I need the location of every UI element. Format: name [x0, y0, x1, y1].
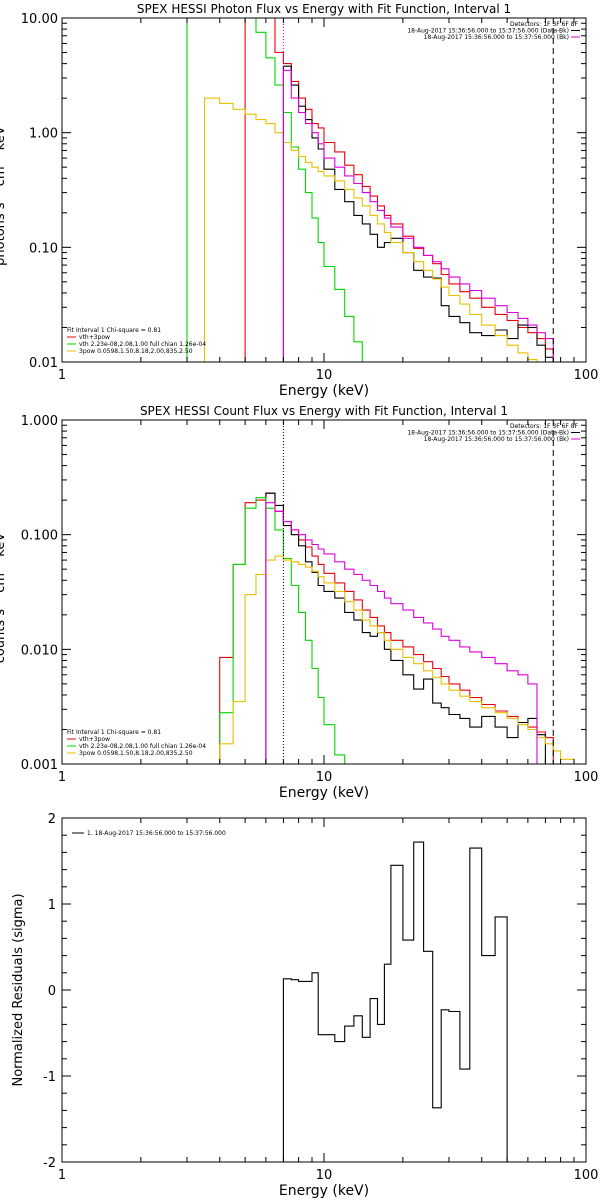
x-tick-label: 1	[58, 1168, 66, 1183]
legend-entry: 18-Aug-2017 15:36:56.000 to 15:37:56.000…	[424, 34, 569, 41]
x-axis-label: Energy (keV)	[279, 785, 369, 801]
legend-entry: Fit Interval 1 Chi-square = 0.81	[67, 729, 161, 736]
y-tick-label: 1.00	[29, 127, 58, 142]
y-tick-label: 0.100	[21, 529, 58, 544]
x-tick-label: 10	[316, 1168, 333, 1183]
legend-entry: vth 2.23e-08,2.08,1.00 full chian 1.26e-…	[79, 341, 206, 348]
series-data-bk	[282, 65, 554, 362]
x-tick-label: 1	[58, 770, 66, 785]
series-group	[282, 841, 508, 1162]
chart-title: SPEX HESSI Count Flux vs Energy with Fit…	[140, 404, 508, 418]
y-axis-label: counts s⁻¹ cm⁻² keV⁻¹	[0, 521, 8, 664]
chart-panel-3: 1 10 100 Energy (keV) -2 -1 0 1 2 Normalized Resi…	[11, 812, 598, 1199]
legend-top: 1. 18-Aug-2017 15:36:56.000 to 15:37:56.…	[72, 830, 226, 837]
x-tick-label: 100	[574, 1168, 599, 1183]
y-axis-label: photons s⁻¹ cm⁻² keV⁻¹	[0, 114, 8, 266]
y-axis: 0.001 0.010 0.100 1.000 counts s⁻¹ cm⁻² keV⁻…	[0, 414, 586, 773]
legend-entry: vth+3pow	[79, 736, 110, 743]
chart-panel-2: SPEX HESSI Count Flux vs Energy with Fit…	[0, 404, 598, 801]
y-axis: -2 -1 0 1 2 Normalized Residuals (sigma)	[11, 812, 586, 1171]
legend-entry: 18-Aug-2017 15:36:56.000 to 15:37:56.000…	[424, 436, 569, 443]
legend-entry: 3pow 0.0598,1.50,8.18,2.00,835,2.50	[79, 348, 193, 355]
x-tick-label: 10	[316, 368, 333, 383]
chart-panel-1: SPEX HESSI Photon Flux vs Energy with Fi…	[0, 2, 598, 399]
x-axis-label: Energy (keV)	[279, 1183, 369, 1199]
y-tick-label: 0.01	[29, 356, 58, 371]
x-axis-label: Energy (keV)	[279, 383, 369, 399]
y-tick-label: 1.000	[21, 414, 58, 429]
x-tick-label: 1	[58, 368, 66, 383]
legend-entry: Fit Interval 1 Chi-square = 0.81	[67, 327, 161, 334]
series-vth-3pow	[219, 492, 554, 764]
series-bk	[282, 69, 554, 362]
legend-entry: Detectors: 1F 3F 6F 8F	[510, 423, 579, 430]
series-3pow	[203, 97, 562, 362]
y-tick-label: -1	[43, 1070, 56, 1085]
chart-title: SPEX HESSI Photon Flux vs Energy with Fi…	[137, 2, 511, 16]
series-bk	[265, 502, 538, 764]
x-axis: 1 10 100 Energy (keV)	[58, 18, 599, 399]
legend-entry: vth+3pow	[79, 334, 110, 341]
y-tick-label: 10.00	[21, 12, 58, 27]
y-tick-label: 0.010	[21, 643, 58, 658]
y-tick-label: -2	[43, 1156, 56, 1171]
y-tick-label: 0.10	[29, 241, 58, 256]
x-axis: 1 10 100 Energy (keV)	[58, 420, 599, 801]
legend-bottom: Fit Interval 1 Chi-square = 0.81vth+3pow…	[67, 729, 206, 757]
series-group	[219, 492, 586, 764]
x-axis: 1 10 100 Energy (keV)	[58, 818, 599, 1199]
y-tick-label: 0.001	[21, 758, 58, 773]
series-data-bk	[265, 492, 546, 764]
x-tick-label: 10	[316, 770, 333, 785]
y-axis-label: Normalized Residuals (sigma)	[11, 893, 26, 1086]
series-vth	[186, 18, 371, 362]
legend-entry: 1. 18-Aug-2017 15:36:56.000 to 15:37:56.…	[87, 830, 226, 837]
y-tick-label: 2	[48, 812, 56, 827]
series-residuals	[282, 841, 508, 1162]
y-axis: 0.01 0.10 1.00 10.00 photons s⁻¹ cm⁻² keV⁻¹	[0, 12, 586, 371]
y-tick-label: 1	[48, 898, 56, 913]
series-3pow	[219, 555, 586, 764]
y-tick-label: 0	[48, 984, 56, 999]
legend-entry: 3pow 0.0598,1.50,8.18,2.00,835,2.50	[79, 750, 193, 757]
legend-entry: 18-Aug-2017 15:36:56.000 to 15:37:56.000…	[407, 430, 569, 437]
legend-entry: Detectors: 1F 3F 6F 8F	[510, 21, 579, 28]
series-vth	[219, 497, 346, 764]
legend-bottom: Fit Interval 1 Chi-square = 0.81vth+3pow…	[67, 327, 206, 355]
series-group	[186, 18, 562, 362]
x-tick-label: 100	[574, 770, 599, 785]
legend-entry: vth 2.23e-08,2.08,1.00 full chian 1.26e-…	[79, 743, 206, 750]
x-tick-label: 100	[574, 368, 599, 383]
legend-entry: 18-Aug-2017 15:36:56.000 to 15:37:56.000…	[407, 28, 569, 35]
